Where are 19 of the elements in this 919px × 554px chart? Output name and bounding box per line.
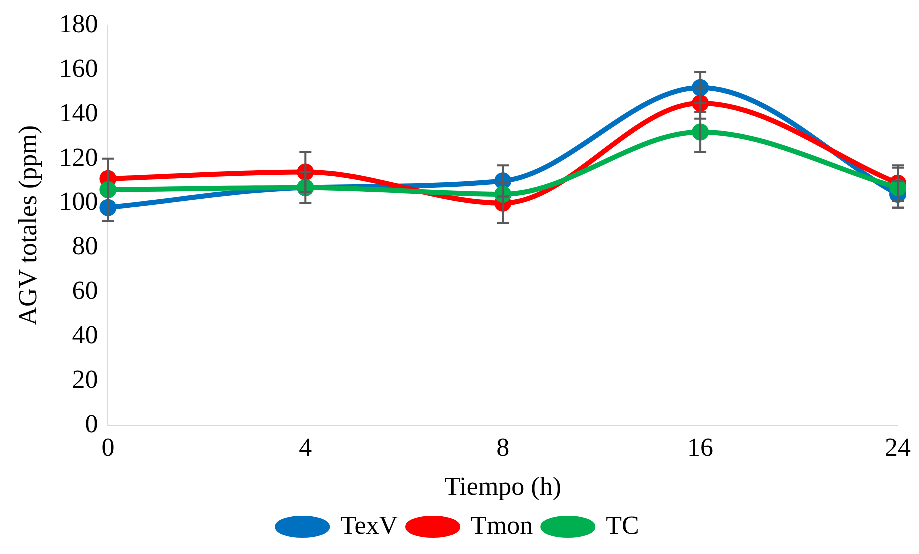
y-tick-label: 40 [72,320,98,350]
x-axis-title: Tiempo (h) [444,472,562,502]
y-tick-label: 100 [59,187,98,216]
x-tick-label: 8 [496,433,510,462]
x-tick-label: 16 [688,433,714,462]
y-tick-label: 180 [59,9,98,38]
y-tick-label: 120 [59,142,98,172]
y-tick-label: 0 [85,409,98,438]
y-tick-label: 80 [72,232,98,261]
legend-label: TC [606,510,640,540]
x-tick-label: 24 [885,433,911,462]
y-tick-label: 160 [59,54,98,83]
y-tick-label: 60 [72,276,98,306]
y-tick-label: 20 [72,364,98,394]
y-axis-title: AGV totales (ppm) [13,125,42,326]
legend-label: Tmon [471,510,534,540]
x-tick-label: 4 [299,433,312,462]
y-tick-label: 140 [59,98,98,128]
legend-label: TexV [340,510,398,540]
